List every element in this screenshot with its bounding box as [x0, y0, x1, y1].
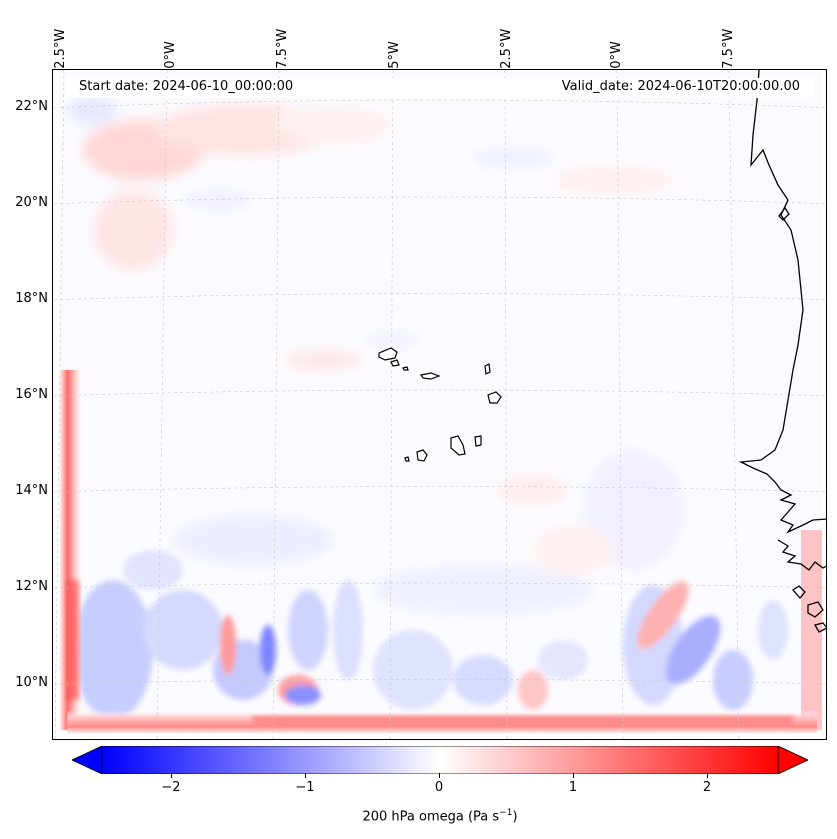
lat-label: 12°N: [15, 579, 48, 594]
colorbar-tick-label: −1: [295, 780, 315, 795]
island-brava: [404, 456, 410, 462]
colorbar-extend-high: [777, 746, 808, 774]
lat-label: 22°N: [15, 99, 48, 114]
gridlines: [53, 70, 826, 739]
colorbar-extend-low: [72, 746, 103, 774]
colorbar: [72, 746, 808, 774]
lat-label: 18°N: [15, 291, 48, 306]
island-sao-vicente: [390, 359, 400, 367]
lat-label: 10°N: [15, 675, 48, 690]
field-blobs-south: [73, 550, 788, 720]
island-santo-antao: [378, 347, 398, 361]
island-santa-luzia: [402, 366, 409, 371]
lat-label: 20°N: [15, 195, 48, 210]
field-blobs-north: [68, 95, 673, 270]
colorbar-tickmark: [573, 773, 574, 778]
colorbar-tick-label: −2: [161, 780, 181, 795]
island-boa-vista: [487, 391, 502, 404]
colorbar-label: 200 hPa omega (Pa s−1): [362, 808, 518, 825]
colorbar-tick-label: 2: [702, 780, 712, 795]
lat-label: 16°N: [15, 387, 48, 402]
colorbar-tick-label: 0: [434, 780, 444, 795]
omega-field-map: [53, 70, 826, 739]
lat-label: 14°N: [15, 483, 48, 498]
colorbar-tick-label: 1: [568, 780, 578, 795]
field-blobs-central: [173, 332, 683, 615]
west-africa-coastline: [738, 70, 826, 633]
colorbar-tickmark: [171, 773, 172, 778]
valid-date-label: Valid_date: 2024-06-10T20:00:00.00: [561, 79, 800, 94]
island-sao-nicolau: [420, 372, 441, 380]
island-maio: [474, 435, 482, 447]
island-santiago: [450, 435, 466, 456]
colorbar-tickmark: [707, 773, 708, 778]
start-date-label: Start date: 2024-06-10_00:00:00: [79, 79, 294, 94]
island-sal: [484, 363, 491, 375]
colorbar-tickmark: [305, 773, 306, 778]
cape-verde-islands: [378, 347, 502, 462]
colorbar-gradient: [101, 746, 779, 774]
colorbar-tickmark: [439, 773, 440, 778]
map-panel: Start date: 2024-06-10_00:00:00 Valid_da…: [52, 69, 827, 740]
island-fogo: [416, 449, 428, 462]
boundary-zone-right: [801, 530, 823, 730]
